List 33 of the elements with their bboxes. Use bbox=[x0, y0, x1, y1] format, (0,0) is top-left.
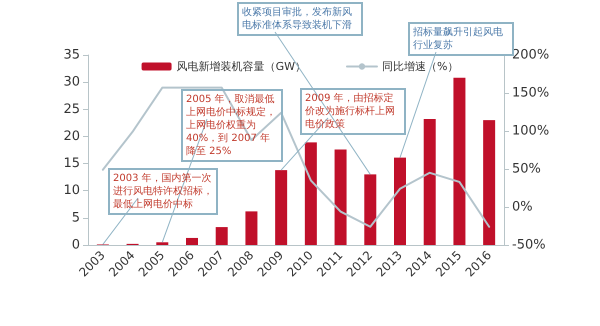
annotation: 2009 年，由招标定价改为施行标杆上网电价政策 bbox=[304, 92, 395, 130]
y2-tick-label: 100% bbox=[512, 124, 550, 138]
y2-tick-label: 150% bbox=[512, 86, 550, 100]
y2-tick-label: 0% bbox=[512, 200, 533, 214]
y-tick-label: 5 bbox=[72, 210, 80, 226]
bar bbox=[156, 242, 168, 245]
y-tick-label: 15 bbox=[63, 156, 80, 172]
y-tick-label: 10 bbox=[63, 183, 80, 198]
bar bbox=[334, 149, 347, 245]
annotation: 收紧项目审批，发布新风电标准体系导致装机下滑 bbox=[242, 6, 352, 31]
y-tick-label: 20 bbox=[63, 128, 80, 144]
bar bbox=[364, 174, 376, 245]
y-tick-label: 30 bbox=[63, 74, 80, 90]
bar bbox=[275, 170, 288, 245]
bar bbox=[394, 158, 406, 245]
annotation: 招标量飙升引起风电行业复苏 bbox=[412, 26, 503, 51]
bar bbox=[186, 238, 198, 245]
y2-tick-label: 200% bbox=[512, 48, 550, 62]
bar bbox=[453, 78, 466, 245]
bar bbox=[424, 119, 436, 245]
y-tick-label: 35 bbox=[63, 48, 80, 62]
legend-label: 同比增速（%） bbox=[382, 60, 458, 73]
annotation: 2003 年，国内第一次进行风电特许权招标，最低上网电价中标 bbox=[113, 172, 213, 210]
bar bbox=[245, 211, 258, 245]
y2-tick-label: 50% bbox=[512, 162, 541, 176]
y2-tick-label: -50% bbox=[512, 238, 546, 252]
y-tick-label: 25 bbox=[63, 102, 80, 117]
bar bbox=[216, 227, 228, 245]
line-series bbox=[102, 86, 490, 228]
y-tick-label: 0 bbox=[72, 238, 80, 252]
annotation: 2005 年，取消最低上网电价中标规定，上网电价权重为 40%，到 2007 年降至 25% bbox=[186, 93, 276, 157]
bar bbox=[483, 120, 496, 245]
bar bbox=[304, 142, 317, 245]
